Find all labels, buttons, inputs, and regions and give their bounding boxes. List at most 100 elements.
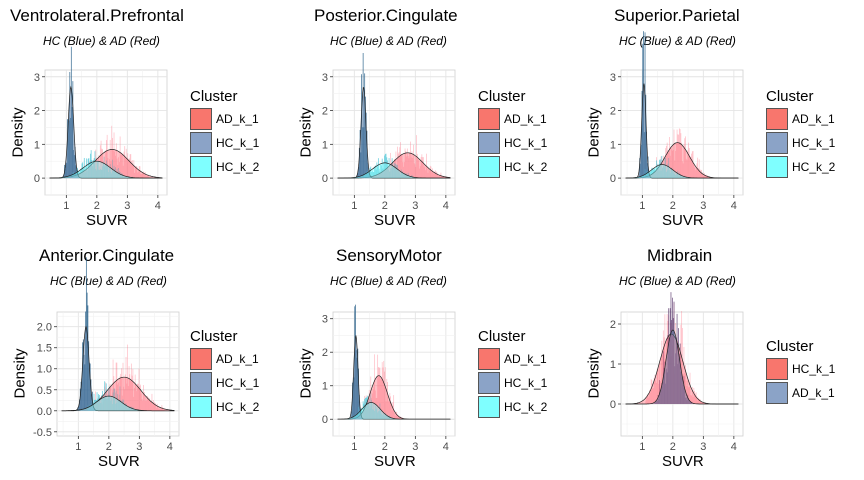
histogram-bar [85,167,87,179]
histogram-bar [708,176,710,179]
histogram-bar [671,149,673,179]
histogram-bar [690,401,692,404]
histogram-bar [382,415,384,420]
y-tick-label: 0 [610,173,616,185]
histogram-bar [431,172,433,179]
histogram-bar [397,146,398,179]
histogram-bar [656,368,658,404]
histogram-bar [117,173,119,179]
histogram-bar [677,170,679,179]
histogram-bar [419,166,421,179]
histogram-bar [64,168,66,179]
density-area [625,164,739,179]
histogram-bar [150,401,151,411]
histogram-bar [666,170,668,179]
histogram-bar [127,176,129,179]
histogram-bar [374,390,376,420]
histogram-bar [359,129,361,179]
histogram-bar [124,403,126,411]
histogram-bar [365,174,367,179]
histogram-bar [390,417,391,420]
histogram-bar [656,167,658,179]
histogram-bar [422,157,424,179]
y-tick-label: 0 [322,414,328,426]
histogram-bar [125,158,126,179]
histogram-bar [678,134,679,179]
histogram-bar [424,165,426,179]
legend-item: HC_k_1 [190,371,259,395]
histogram-bar [108,386,110,411]
histogram-bar [397,164,398,179]
histogram-bar [701,169,702,179]
histogram-bar [648,397,650,404]
histogram-bar [704,403,706,404]
x-tick-label: 4 [167,441,173,453]
histogram-bar [366,171,368,179]
histogram-bar [133,160,135,179]
histogram-bar [376,407,378,420]
histogram-bar [410,141,411,179]
histogram-bar [688,142,689,179]
x-tick-label: 4 [731,200,737,212]
y-tick-label: 2.0 [37,322,52,334]
histogram-bar [97,398,99,411]
x-axis-label: SUVR [662,212,704,229]
density-curve [337,162,451,179]
histogram-bar [116,402,118,411]
histogram-bar [665,171,667,179]
histogram-bar [385,415,387,420]
histogram-bar [389,393,391,420]
histogram-bar [400,418,402,420]
histogram-bar [88,158,90,179]
histogram-bar [429,170,430,179]
histogram-bar [127,406,129,411]
histogram-bar [114,151,116,179]
histogram-bar [78,171,80,179]
histogram-bar [674,173,676,179]
x-tick-label: 1 [639,441,645,453]
x-tick-label: 2 [106,441,112,453]
histogram-bar [78,406,80,411]
y-axis-label: Density [297,348,315,399]
histogram-bar [701,401,702,404]
histogram-bar [94,399,96,411]
histogram-bar [144,174,145,179]
histogram-bar [385,401,387,420]
histogram-bar [115,167,116,179]
histogram-bar [691,153,692,179]
histogram-bar [663,368,665,404]
histogram-bar [675,142,677,179]
histogram-bar [685,136,686,179]
histogram-bar [142,172,144,179]
histogram-bar [639,158,641,179]
y-tick-label: 2 [610,106,616,118]
histogram-bar [394,415,396,420]
histogram-bar [364,174,366,179]
histogram-bar [86,170,88,179]
histogram-bar [666,372,668,404]
histogram-bar [121,400,123,411]
histogram-bar [82,339,84,411]
histogram-bar [380,410,382,420]
histogram-bar [122,362,124,411]
histogram-bar [108,388,109,411]
histogram-bar [120,155,122,179]
series-HC_k_2 [642,155,690,179]
legend-label: AD_k_1 [792,386,835,400]
histogram-bar [148,176,150,179]
histogram-bar [126,383,128,411]
histogram-bar [89,405,90,411]
histogram-bar [144,400,146,411]
histogram-bar [367,395,369,420]
histogram-bar [420,156,422,179]
histogram-bar [105,165,107,179]
histogram-bar [112,150,114,179]
histogram-bar [150,400,152,411]
histogram-bar [127,153,129,179]
histogram-bar [664,361,666,404]
histogram-bar [153,402,155,411]
histogram-bar [109,168,110,179]
histogram-bar [368,402,369,420]
histogram-bar [679,343,681,404]
histogram-bar [70,46,72,179]
